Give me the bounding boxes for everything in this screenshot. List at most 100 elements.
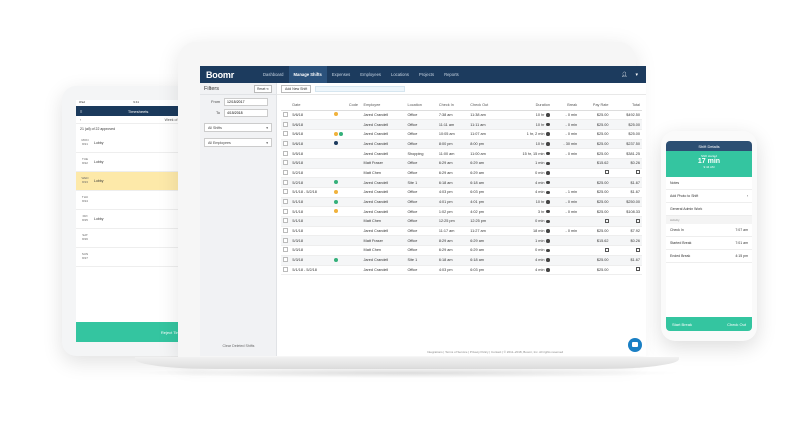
- back-icon[interactable]: ‹: [80, 117, 82, 122]
- row-checkbox[interactable]: [283, 169, 288, 175]
- info-icon[interactable]: [546, 239, 550, 243]
- nav-tab-reports[interactable]: Reports: [444, 72, 459, 77]
- table-row[interactable]: 5/1/18 Jared Crandell Office 11:17 am 11…: [281, 226, 642, 237]
- table-row[interactable]: 5/1/18 Jared Crandell Office 1:02 pm 4:0…: [281, 206, 642, 218]
- column-header[interactable]: [332, 101, 347, 111]
- info-icon[interactable]: [546, 229, 550, 233]
- row-checkbox[interactable]: [283, 218, 288, 224]
- table-row[interactable]: 5/3/18 Jared Crandell Site 1 6:18 am 6:1…: [281, 255, 642, 266]
- edit-icon[interactable]: [636, 218, 640, 223]
- table-row[interactable]: 5/1/18 Matt Chen Office 12:25 pm 12:25 p…: [281, 216, 642, 227]
- info-icon[interactable]: [546, 190, 550, 195]
- info-icon[interactable]: [546, 200, 550, 204]
- user-icon[interactable]: 👤︎: [621, 71, 628, 78]
- column-header[interactable]: Employee: [361, 101, 406, 111]
- shifts-select[interactable]: All Shifts ▾: [204, 123, 272, 132]
- tablet-day-row[interactable]: TUE 8/22 Lobby: [76, 153, 198, 172]
- column-header[interactable]: Code: [346, 101, 362, 111]
- info-icon[interactable]: [546, 122, 550, 127]
- column-header[interactable]: [281, 101, 291, 111]
- add-new-shift-button[interactable]: Add New Shift: [281, 84, 312, 93]
- table-row[interactable]: 5/1/18 Jared Crandell Office 4:01 pm 4:0…: [281, 197, 642, 208]
- nav-tab-employees[interactable]: Employees: [360, 72, 381, 77]
- column-header[interactable]: Duration: [501, 101, 552, 111]
- nav-tab-expenses[interactable]: Expenses: [331, 72, 351, 77]
- table-row[interactable]: 5/5/18 Matt Fraser Office 6:29 am 6:29 a…: [281, 158, 642, 169]
- table-row[interactable]: 5/1/18 - 5/2/18 Jared Crandell Office 4:…: [281, 187, 642, 198]
- reset-button[interactable]: Reset ↻: [254, 84, 272, 93]
- row-checkbox[interactable]: [283, 247, 288, 253]
- nav-tab-projects[interactable]: Projects: [418, 72, 435, 77]
- info-icon[interactable]: [546, 171, 550, 175]
- row-checkbox[interactable]: [283, 237, 288, 243]
- row-checkbox[interactable]: [283, 208, 288, 214]
- start-break-button[interactable]: Start Break: [672, 321, 693, 327]
- account-menu-icon[interactable]: ▾: [635, 71, 638, 78]
- edit-icon[interactable]: [604, 247, 609, 252]
- info-icon[interactable]: [546, 248, 550, 253]
- row-checkbox[interactable]: [283, 199, 288, 205]
- tablet-day-row[interactable]: WED 8/23 Lobby: [76, 172, 198, 191]
- tablet-day-row[interactable]: FRI 8/25 Lobby: [76, 210, 198, 229]
- info-icon[interactable]: [546, 161, 550, 166]
- clear-deleted-shifts-link[interactable]: Clear Deleted Shifts: [222, 344, 255, 348]
- column-header[interactable]: Break: [551, 101, 580, 111]
- notes-row[interactable]: Notes: [666, 177, 752, 190]
- column-header[interactable]: Check In: [436, 101, 469, 111]
- boomr-logo[interactable]: Boomr: [206, 69, 234, 80]
- column-header[interactable]: Check Out: [468, 101, 502, 111]
- row-checkbox[interactable]: [283, 257, 288, 263]
- info-icon[interactable]: [546, 209, 550, 214]
- table-row[interactable]: 5/3/18 Matt Fraser Office 8:29 am 6:29 a…: [281, 235, 642, 247]
- table-row[interactable]: 5/6/18 Jared Crandell Office 10:05 am 11…: [281, 129, 642, 140]
- column-header[interactable]: Date: [290, 101, 333, 111]
- menu-icon[interactable]: ≡: [80, 108, 83, 114]
- general-admin-row[interactable]: General Admin Work: [666, 203, 752, 216]
- info-icon[interactable]: [546, 113, 550, 117]
- column-header[interactable]: Pay Rate: [579, 101, 611, 111]
- info-icon[interactable]: [546, 219, 550, 224]
- tablet-day-row[interactable]: SAT 8/26: [76, 229, 198, 248]
- info-icon[interactable]: [546, 142, 550, 146]
- table-row[interactable]: 5/6/18 Jared Crandell Office 7:38 am 11:…: [281, 110, 642, 121]
- row-checkbox[interactable]: [283, 121, 288, 127]
- tablet-day-row[interactable]: MON 8/21 Lobby: [76, 134, 198, 153]
- row-checkbox[interactable]: [283, 228, 288, 234]
- info-icon[interactable]: [546, 151, 550, 156]
- table-row[interactable]: 5/6/18 Jared Crandell Office 11:11 am 11…: [281, 119, 642, 130]
- info-icon[interactable]: [546, 268, 550, 272]
- row-checkbox[interactable]: [283, 179, 288, 185]
- table-row[interactable]: 5/3/18 Matt Chen Office 6:29 am 6:29 am …: [281, 245, 642, 256]
- tablet-day-row[interactable]: THU 8/24: [76, 191, 198, 210]
- table-row[interactable]: 5/5/18 Jared Crandell Shopping 11:00 am …: [281, 148, 642, 159]
- info-icon[interactable]: [546, 180, 550, 185]
- to-date-input[interactable]: [224, 109, 268, 117]
- row-checkbox[interactable]: [283, 189, 288, 195]
- reject-times-button[interactable]: Reject Times: [76, 322, 198, 342]
- info-icon[interactable]: [546, 258, 550, 262]
- row-checkbox[interactable]: [283, 131, 288, 137]
- column-header[interactable]: Total: [610, 101, 642, 111]
- nav-tab-dashboard[interactable]: Dashboard: [263, 72, 284, 77]
- table-row[interactable]: 5/6/18 Jared Crandell Office 8:00 pm 8:0…: [281, 139, 642, 150]
- row-checkbox[interactable]: [283, 160, 288, 166]
- table-row[interactable]: 5/2/18 Matt Chen Office 6:29 am 6:29 am …: [281, 168, 642, 179]
- edit-icon[interactable]: [636, 247, 640, 252]
- row-checkbox[interactable]: [283, 266, 288, 272]
- edit-icon[interactable]: [604, 218, 609, 223]
- row-checkbox[interactable]: [283, 140, 288, 146]
- nav-tab-locations[interactable]: Locations: [391, 72, 409, 77]
- edit-icon[interactable]: [636, 267, 640, 272]
- row-checkbox[interactable]: [283, 150, 288, 156]
- row-checkbox[interactable]: [283, 111, 288, 117]
- edit-icon[interactable]: [636, 170, 640, 175]
- check-out-button[interactable]: Check Out: [727, 321, 746, 327]
- edit-icon[interactable]: [604, 170, 609, 175]
- from-date-input[interactable]: [224, 98, 268, 106]
- column-header[interactable]: Location: [405, 101, 437, 111]
- table-row[interactable]: 5/2/18 Jared Crandell Site 1 6:18 am 6:1…: [281, 177, 642, 188]
- employees-select[interactable]: All Employees ▾: [204, 138, 272, 147]
- tablet-day-row[interactable]: SUN 8/27: [76, 248, 198, 267]
- search-input[interactable]: [315, 85, 406, 92]
- nav-tab-manage-shifts[interactable]: Manage Shifts: [288, 66, 327, 83]
